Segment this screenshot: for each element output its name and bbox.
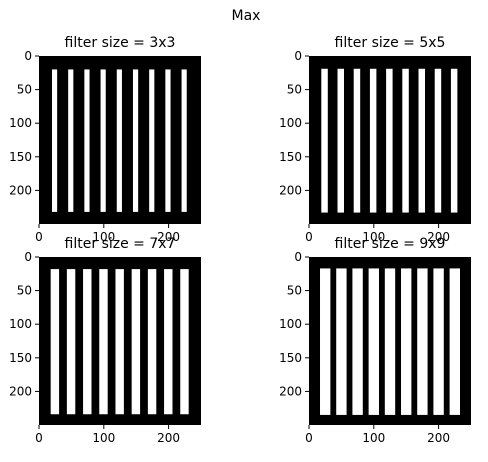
stripe-9 (180, 269, 189, 415)
stripe-9 (450, 68, 458, 213)
stripe-3 (83, 269, 92, 415)
stripe-4 (369, 68, 377, 213)
stripe-6 (401, 268, 412, 415)
x-tick-label: 200 (427, 230, 450, 244)
subplot-title: filter size = 9x9 (335, 236, 446, 252)
y-tick-label: 100 (9, 116, 32, 130)
stripe-7 (147, 269, 157, 415)
y-tick-label: 100 (279, 116, 302, 130)
y-tick-label: 50 (287, 83, 302, 97)
stripe-7 (418, 68, 425, 213)
stripe-3 (352, 268, 363, 415)
y-tick-label: 150 (9, 150, 32, 164)
stripe-2 (68, 69, 74, 212)
x-tick-label: 100 (92, 431, 115, 445)
y-tick-label: 100 (279, 317, 302, 331)
stripe-4 (100, 69, 106, 212)
y-tick-label: 200 (279, 183, 302, 197)
stripe-8 (165, 69, 171, 212)
subplot-7x7: 0 100 200 0 50 100 150 200 filter size = 7x7 (9, 236, 201, 445)
stripe-5 (386, 68, 393, 213)
y-tick-label: 0 (294, 250, 302, 264)
y-tick-label: 50 (287, 284, 302, 298)
stripe-5 (115, 269, 124, 415)
x-tick-label: 100 (362, 230, 385, 244)
figure-title: Max (232, 8, 261, 24)
stripe-5 (384, 268, 396, 415)
stripe-9 (181, 69, 187, 212)
stripe-1 (321, 68, 328, 213)
stripe-4 (99, 269, 108, 415)
x-tick-label: 0 (305, 431, 313, 445)
subplot-9x9: 0 100 200 0 50 100 150 200 filter size = 9x9 (279, 236, 471, 445)
subplot-5x5: 0 100 200 0 50 100 150 200 filter size = 5x5 (279, 35, 471, 244)
y-tick-label: 150 (9, 351, 32, 365)
x-tick-label: 100 (362, 431, 385, 445)
stripe-8 (434, 68, 442, 213)
stripe-2 (337, 68, 344, 213)
stripe-6 (402, 68, 409, 213)
stripe-8 (433, 268, 444, 415)
y-tick-label: 0 (294, 49, 302, 63)
y-tick-label: 150 (279, 150, 302, 164)
y-tick-label: 200 (279, 384, 302, 398)
stripe-8 (164, 269, 173, 415)
x-tick-label: 0 (35, 230, 43, 244)
x-tick-label: 200 (157, 230, 180, 244)
y-tick-label: 200 (9, 384, 32, 398)
x-tick-label: 0 (35, 431, 43, 445)
subplot-title: filter size = 3x3 (65, 35, 176, 51)
y-tick-label: 50 (17, 83, 32, 97)
stripe-4 (368, 268, 379, 415)
subplot-3x3: 0 100 200 0 50 100 150 200 filter size = 3x3 (9, 35, 201, 244)
subplot-title: filter size = 5x5 (335, 35, 446, 51)
stripe-7 (417, 268, 428, 415)
stripe-2 (66, 269, 76, 415)
y-tick-label: 0 (24, 49, 32, 63)
stripe-7 (149, 69, 155, 212)
stripe-6 (131, 269, 141, 415)
stripe-3 (353, 68, 361, 213)
x-tick-label: 200 (427, 431, 450, 445)
y-tick-label: 100 (9, 317, 32, 331)
x-tick-label: 0 (305, 230, 313, 244)
stripe-6 (132, 69, 139, 212)
stripe-2 (336, 268, 347, 415)
y-tick-label: 200 (9, 183, 32, 197)
x-tick-label: 200 (157, 431, 180, 445)
stripe-5 (116, 69, 122, 212)
x-tick-label: 100 (92, 230, 115, 244)
stripe-3 (84, 69, 90, 212)
y-tick-label: 150 (279, 351, 302, 365)
y-tick-label: 0 (24, 250, 32, 264)
stripe-1 (51, 69, 58, 212)
stripe-9 (449, 268, 460, 415)
y-tick-label: 50 (17, 284, 32, 298)
subplot-title: filter size = 7x7 (65, 236, 176, 252)
stripe-1 (50, 269, 60, 415)
stripe-1 (320, 268, 331, 415)
